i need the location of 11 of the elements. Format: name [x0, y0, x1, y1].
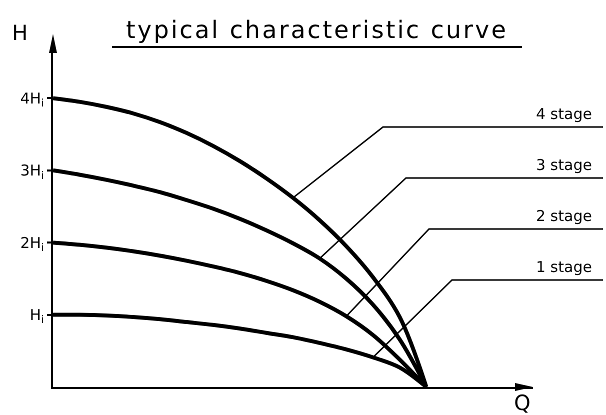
- y-tick-label: 2H$_{i}$: [20, 234, 44, 254]
- y-tick-label: 3H$_{i}$: [20, 162, 44, 182]
- y-tick-label: 4H$_{i}$: [20, 89, 44, 110]
- y-axis-title: H: [12, 21, 28, 45]
- text: 2 stage: [536, 207, 592, 225]
- x-axis-title: Q: [514, 391, 531, 415]
- text: 1 stage: [536, 258, 592, 276]
- text: 4 stage: [536, 105, 592, 123]
- text: 3 stage: [536, 156, 592, 174]
- y-tick-label: H$_{i}$: [30, 306, 44, 326]
- chart-title: typical characteristic curve: [125, 15, 509, 46]
